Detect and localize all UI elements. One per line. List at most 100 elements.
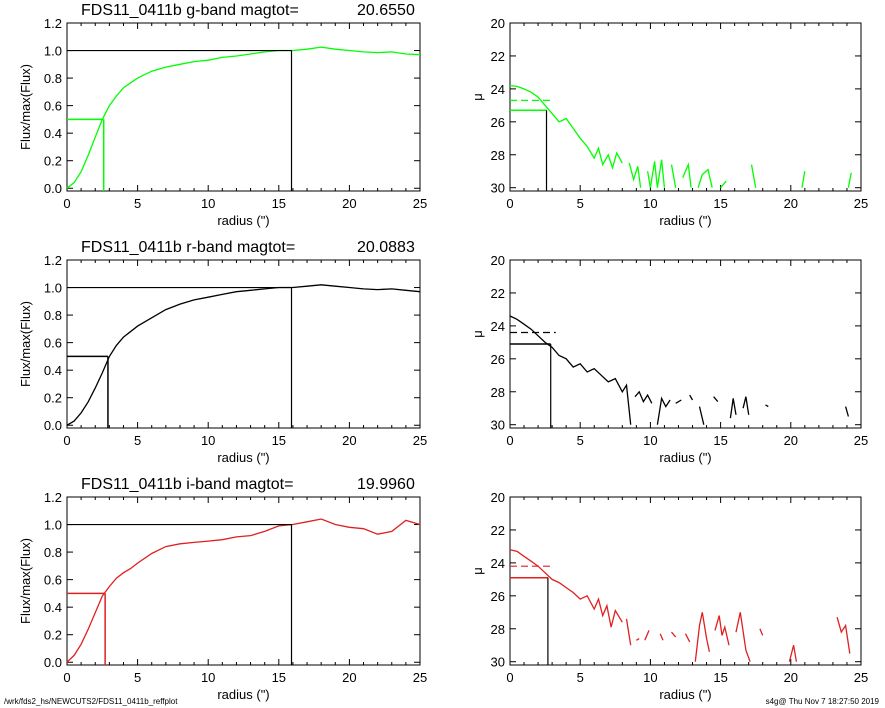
y-axis-label: μ <box>470 330 485 338</box>
y-tick-label: 1.0 <box>44 44 62 59</box>
panel-title: FDS11_0411b g-band magtot= <box>81 2 299 19</box>
surface-brightness-line <box>844 406 850 417</box>
surface-brightness-line <box>670 164 677 188</box>
y-axis-label: Flux/max(Flux) <box>18 301 33 387</box>
x-tick-label: 0 <box>63 433 70 448</box>
x-tick-label: 5 <box>577 670 584 685</box>
surface-brightness-line <box>714 615 730 646</box>
surface-brightness-line <box>625 618 632 646</box>
y-tick-label: 20 <box>491 490 505 505</box>
y-tick-label: 22 <box>491 286 505 301</box>
y-tick-label: 0.8 <box>44 545 62 560</box>
y-tick-label: 26 <box>491 352 505 367</box>
y-tick-label: 24 <box>491 319 505 334</box>
surface-brightness-line <box>801 171 806 188</box>
x-tick-label: 20 <box>342 433 356 448</box>
surface-brightness-line <box>636 638 640 641</box>
surface-brightness-line <box>671 631 677 638</box>
growth-curve-line <box>66 518 421 663</box>
x-tick-label: 15 <box>713 196 727 211</box>
surface-brightness-line <box>684 633 691 643</box>
x-tick-label: 10 <box>643 196 657 211</box>
x-axis-label: radius (") <box>217 687 269 702</box>
y-tick-label: 1.0 <box>44 281 62 296</box>
chart-panel-i-curve-of-growth: 0 5 10 15 20 25 0.0 0.2 0.4 0.6 0.8 1.0 1.2 radius ("… <box>18 476 427 702</box>
plot-frame <box>66 22 421 192</box>
surface-brightness-line <box>682 162 692 188</box>
x-tick-label: 5 <box>577 196 584 211</box>
x-axis-label: radius (") <box>659 687 711 702</box>
x-tick-label: 25 <box>854 196 868 211</box>
surface-brightness-line <box>675 399 682 404</box>
x-axis-label: radius (") <box>659 213 711 228</box>
y-tick-label: 0.4 <box>44 363 62 378</box>
x-tick-label: 25 <box>413 670 427 685</box>
y-tick-label: 0.4 <box>44 126 62 141</box>
x-tick-label: 5 <box>134 433 141 448</box>
x-tick-label: 5 <box>577 433 584 448</box>
x-tick-label: 0 <box>506 670 513 685</box>
surface-brightness-line <box>697 168 713 188</box>
surface-brightness-line <box>694 612 711 662</box>
x-tick-label: 20 <box>784 433 798 448</box>
magtot-value: 19.9960 <box>357 476 415 493</box>
y-axis-label: μ <box>470 93 485 101</box>
panel-title: FDS11_0411b r-band magtot= <box>81 239 295 256</box>
x-tick-label: 25 <box>854 433 868 448</box>
plot-frame <box>509 22 862 192</box>
surface-brightness-line <box>509 315 632 425</box>
surface-brightness-line <box>765 404 769 408</box>
surface-brightness-line <box>720 180 727 189</box>
y-tick-label: 30 <box>491 655 505 670</box>
surface-brightness-line <box>729 398 737 419</box>
y-tick-label: 1.0 <box>44 518 62 533</box>
x-tick-label: 10 <box>201 670 215 685</box>
y-axis-label: Flux/max(Flux) <box>18 538 33 624</box>
y-tick-label: 0.2 <box>44 154 62 169</box>
y-axis-label: μ <box>470 567 485 575</box>
surface-brightness-line <box>698 406 705 425</box>
magtot-value: 20.0883 <box>357 239 415 256</box>
surface-brightness-line <box>847 172 852 188</box>
x-tick-label: 25 <box>413 196 427 211</box>
panel-title: FDS11_0411b i-band magtot= <box>81 476 293 493</box>
surface-brightness-line <box>742 396 750 415</box>
y-tick-label: 22 <box>491 523 505 538</box>
surface-brightness-line <box>750 164 757 188</box>
chart-panel-g-curve-of-growth: 0 5 10 15 20 25 0.0 0.2 0.4 0.6 0.8 1.0 1.2 radius ("… <box>18 2 427 228</box>
y-tick-label: 24 <box>491 556 505 571</box>
y-tick-label: 0.6 <box>44 336 62 351</box>
surface-brightness-line <box>713 396 719 403</box>
x-tick-label: 15 <box>272 433 286 448</box>
y-tick-label: 0.6 <box>44 99 62 114</box>
surface-brightness-line <box>788 645 798 662</box>
chart-panel-r-curve-of-growth: 0 5 10 15 20 25 0.0 0.2 0.4 0.6 0.8 1.0 1.2 radius ("… <box>18 239 427 465</box>
x-tick-label: 10 <box>201 196 215 211</box>
chart-panel-g-surface-brightness: 0 5 10 15 20 25 20 22 24 26 28 30 radius (") μ <box>470 16 868 228</box>
x-tick-label: 0 <box>63 670 70 685</box>
surface-brightness-line <box>634 390 653 404</box>
x-tick-label: 15 <box>272 196 286 211</box>
surface-brightness-line <box>689 394 694 401</box>
x-tick-label: 15 <box>713 670 727 685</box>
y-tick-label: 0.0 <box>44 655 62 670</box>
plot-frame <box>66 259 421 429</box>
y-tick-label: 28 <box>491 148 505 163</box>
y-tick-label: 0.4 <box>44 600 62 615</box>
plot-frame <box>509 259 862 429</box>
x-tick-label: 10 <box>643 433 657 448</box>
surface-brightness-line <box>656 396 671 425</box>
y-tick-label: 0.2 <box>44 628 62 643</box>
y-tick-label: 20 <box>491 253 505 268</box>
x-tick-label: 20 <box>784 670 798 685</box>
x-tick-label: 0 <box>506 196 513 211</box>
footer-filepath: /wrk/fds2_hs/NEWCUTS2/FDS11_0411b_reffpl… <box>4 697 178 706</box>
chart-panel-r-surface-brightness: 0 5 10 15 20 25 20 22 24 26 28 30 radius (") μ <box>470 253 868 465</box>
x-axis-label: radius (") <box>217 213 269 228</box>
x-tick-label: 0 <box>506 433 513 448</box>
y-tick-label: 1.2 <box>44 16 62 31</box>
x-tick-label: 15 <box>272 670 286 685</box>
y-tick-label: 0.6 <box>44 573 62 588</box>
y-tick-label: 24 <box>491 82 505 97</box>
x-tick-label: 10 <box>643 670 657 685</box>
